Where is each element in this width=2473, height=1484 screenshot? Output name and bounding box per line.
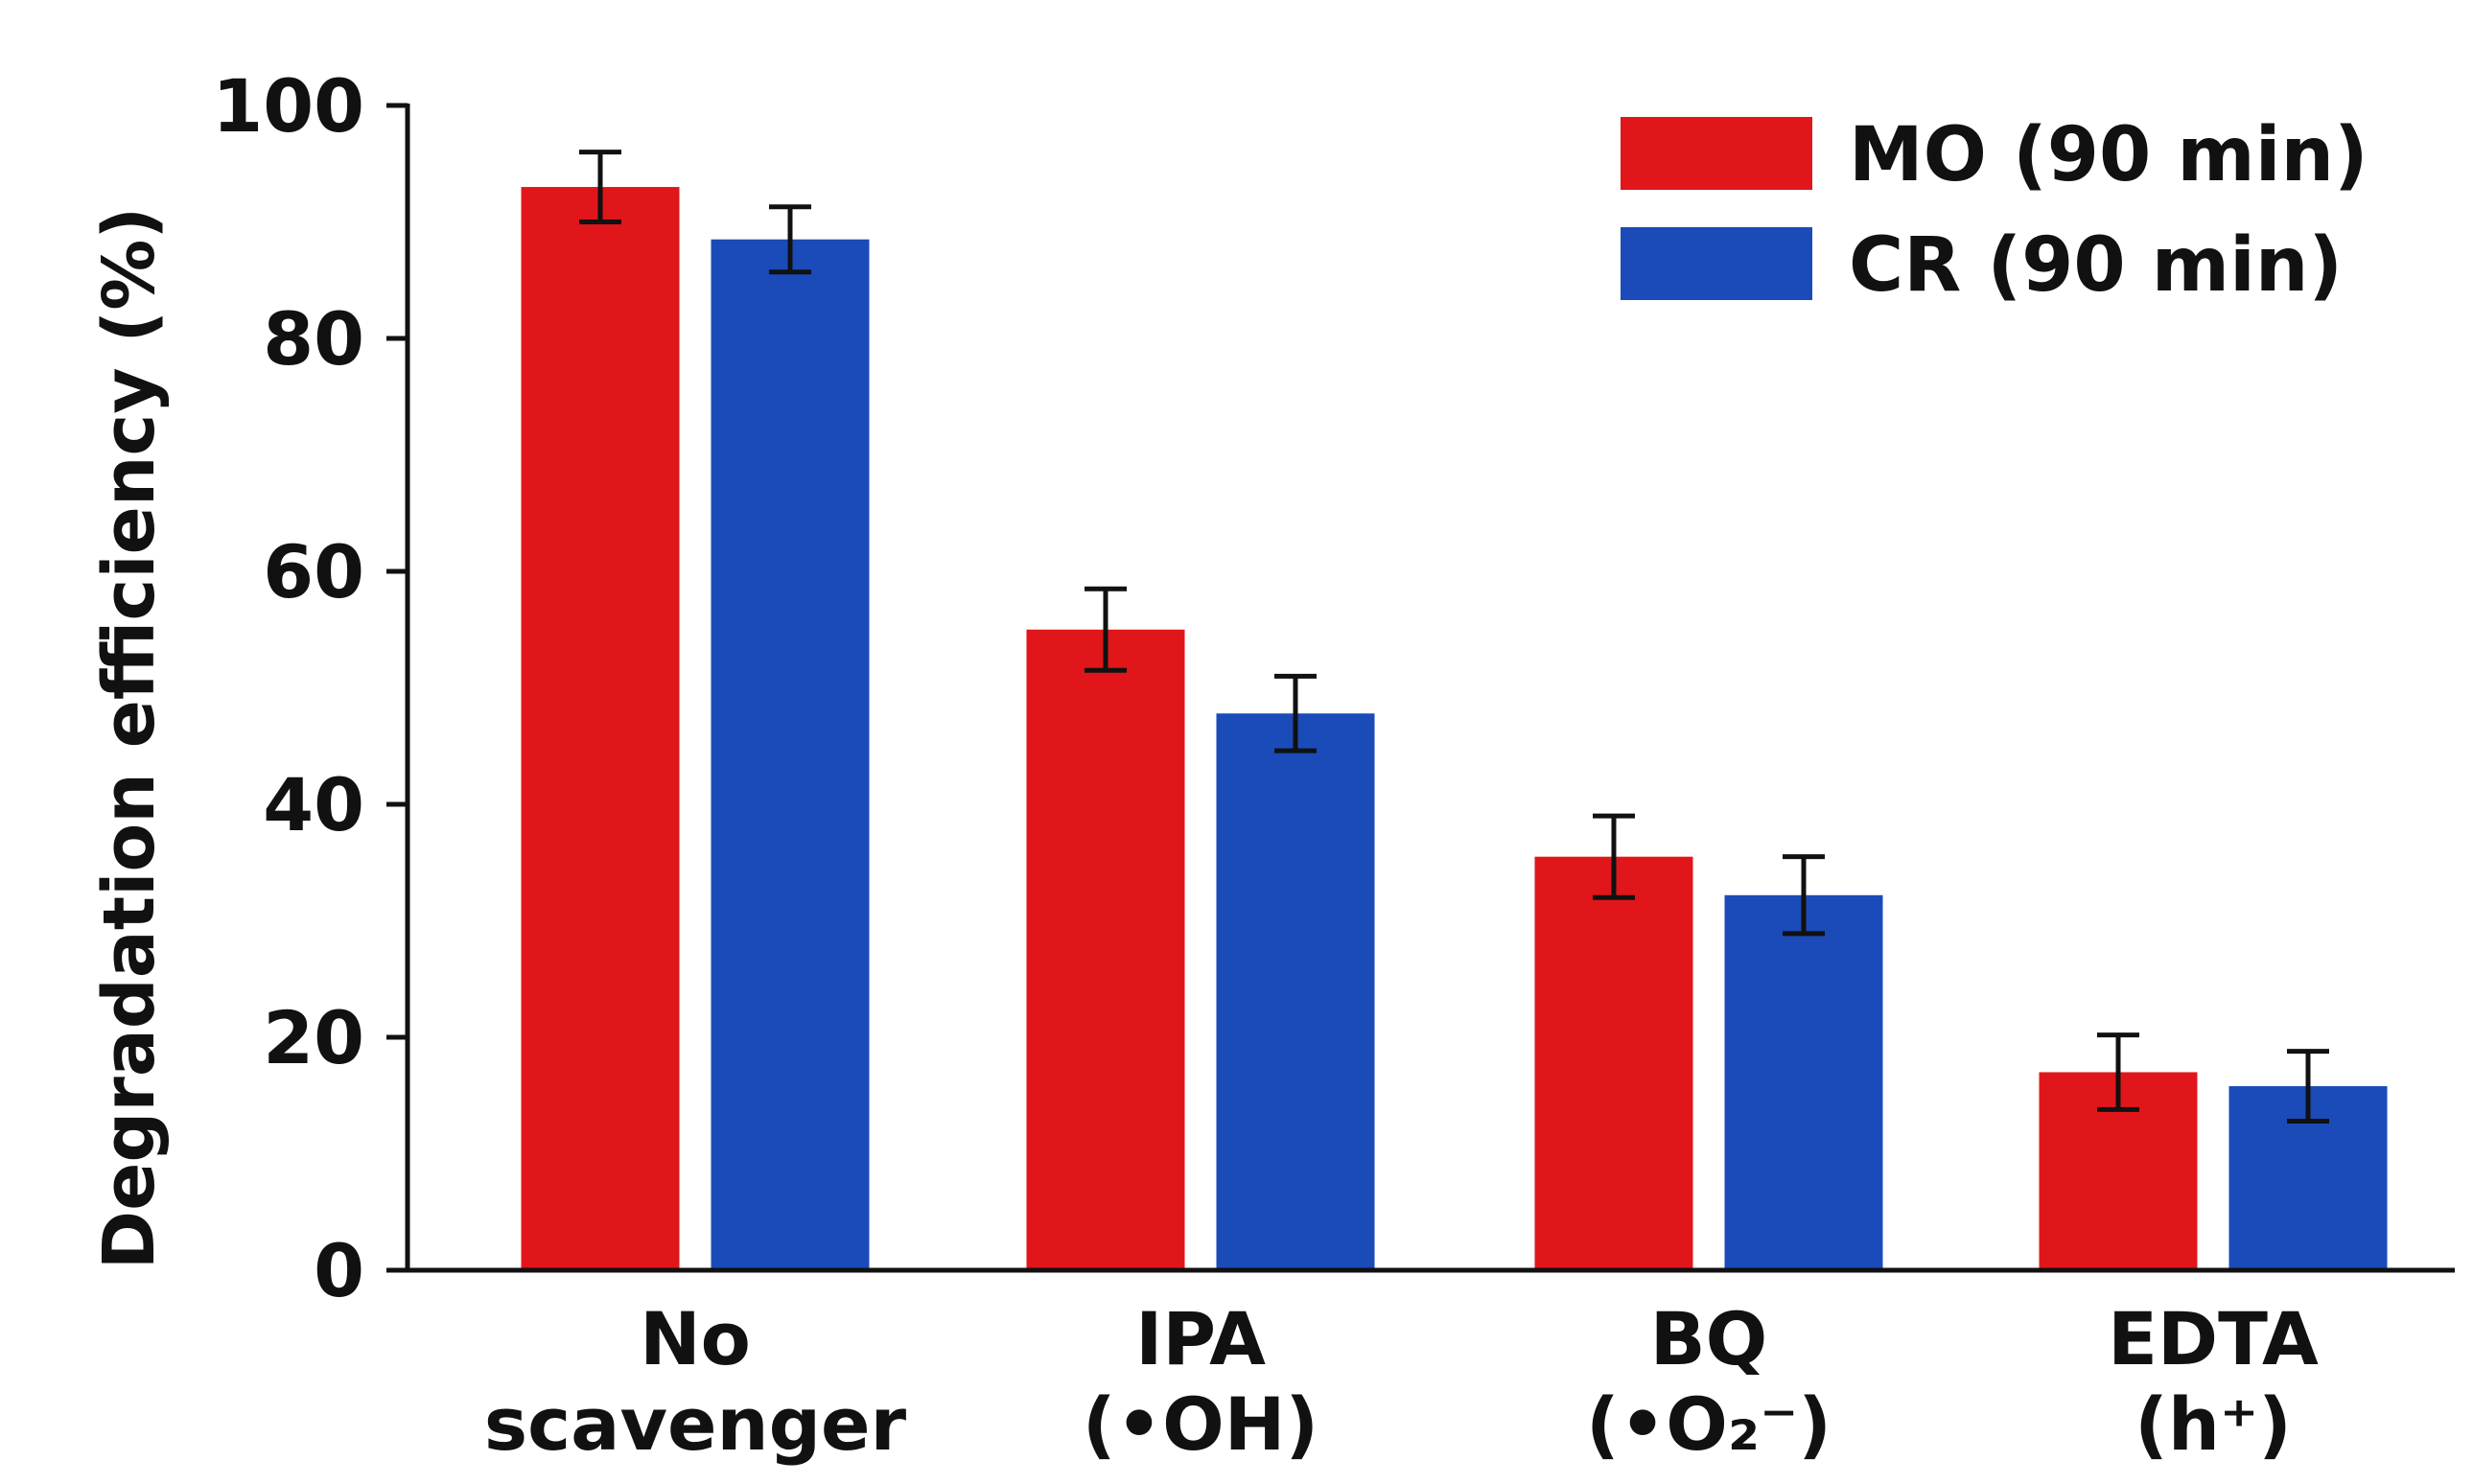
- y-axis-label: Degradation efficiency (%): [88, 207, 171, 1269]
- legend-swatch-mo: [1621, 117, 1812, 190]
- legend: MO (90 min) CR (90 min): [1621, 112, 2368, 309]
- category-label-line2: (h⁺): [2135, 1381, 2292, 1467]
- bar-cr: [711, 239, 870, 1271]
- category-label-line1: IPA: [1135, 1296, 1266, 1381]
- category-label-line1: No: [640, 1296, 751, 1381]
- y-axis-ticks: 0 20 40 60 80 100: [212, 63, 408, 1313]
- category-label-line2: (•O₂⁻): [1586, 1381, 1831, 1467]
- error-bars-group: [579, 150, 2329, 1124]
- bar-mo: [1026, 629, 1185, 1270]
- bar-mo: [521, 187, 680, 1270]
- bars-group: [521, 187, 2388, 1271]
- category-label-line2: scavenger: [484, 1381, 907, 1467]
- y-tick-label: 60: [263, 529, 364, 614]
- legend-label-mo: MO (90 min): [1849, 112, 2368, 198]
- bar-mo: [1534, 856, 1693, 1270]
- y-tick-label: 80: [263, 296, 364, 382]
- y-tick-label: 0: [314, 1228, 364, 1313]
- category-label-line1: BQ: [1650, 1296, 1768, 1381]
- axes-group: [405, 104, 2455, 1273]
- category-label-line1: EDTA: [2108, 1296, 2319, 1381]
- y-tick-label: 100: [212, 63, 364, 149]
- legend-label-cr: CR (90 min): [1849, 222, 2343, 309]
- category-label-line2: (•OH): [1083, 1381, 1318, 1467]
- y-tick-label: 40: [263, 762, 364, 847]
- bar-cr: [1216, 713, 1375, 1270]
- legend-swatch-cr: [1621, 227, 1812, 300]
- y-tick-label: 20: [263, 995, 364, 1080]
- bar-cr: [1724, 894, 1883, 1270]
